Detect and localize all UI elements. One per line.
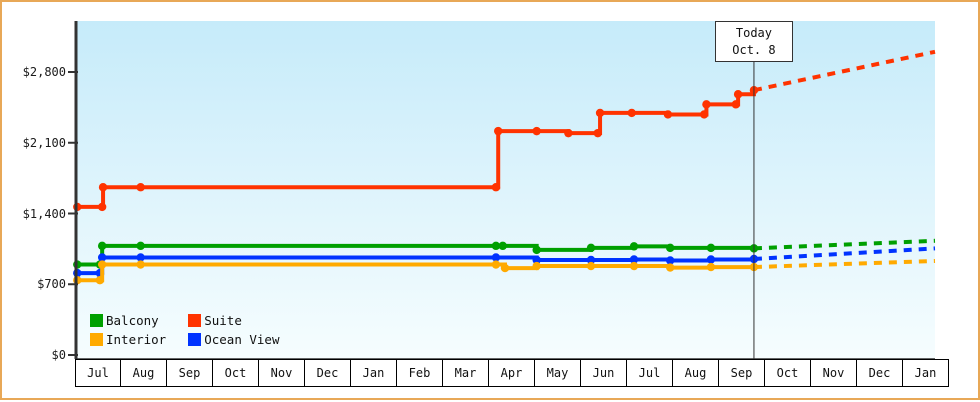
data-point[interactable] (136, 253, 145, 262)
legend-item-suite[interactable]: Suite (188, 312, 279, 328)
series-interior (73, 259, 936, 285)
today-callout-line2: Oct. 8 (732, 42, 776, 57)
series-layer (73, 49, 936, 285)
plot-background (75, 21, 935, 359)
data-point[interactable] (532, 261, 541, 271)
data-point[interactable] (731, 100, 741, 109)
y-tick-label: $2,100 (22, 135, 66, 150)
x-axis-month-cell[interactable]: Jun (581, 359, 627, 387)
data-point[interactable] (532, 245, 541, 255)
x-axis-month-cell[interactable]: Jul (627, 359, 673, 387)
forecast-line (753, 49, 936, 93)
x-axis-month-cell[interactable]: Jan (903, 359, 949, 387)
x-axis-month-cell[interactable]: Dec (305, 359, 351, 387)
x-axis-months: Jul Aug Sep Oct Nov Dec Jan Feb Mar Apr May Jun Jul A… (75, 359, 949, 387)
data-point[interactable] (706, 255, 716, 264)
data-point[interactable] (666, 263, 675, 272)
data-point[interactable] (629, 255, 639, 264)
x-axis-month-cell[interactable]: Jul (75, 359, 121, 387)
today-callout-line1: Today (735, 25, 772, 40)
data-point[interactable] (97, 260, 107, 269)
data-point[interactable] (595, 108, 605, 118)
x-axis-month-cell[interactable]: Aug (673, 359, 719, 387)
data-point[interactable] (98, 183, 108, 192)
data-point[interactable] (586, 255, 596, 265)
data-point[interactable] (97, 202, 107, 212)
x-axis-month-cell[interactable]: Aug (121, 359, 167, 387)
forecast-line (753, 259, 936, 270)
data-point[interactable] (494, 126, 503, 136)
data-point[interactable] (663, 110, 673, 119)
y-tick-marks (68, 71, 78, 356)
data-point[interactable] (136, 241, 145, 251)
data-point[interactable] (500, 263, 510, 273)
x-axis-month-cell[interactable]: Oct (765, 359, 811, 387)
data-point[interactable] (706, 243, 716, 253)
legend-swatch-ocean-view (188, 332, 202, 346)
data-point[interactable] (564, 128, 573, 138)
x-axis-month-cell[interactable]: Nov (259, 359, 305, 387)
x-axis-month-cell[interactable]: Nov (811, 359, 857, 387)
data-point[interactable] (491, 183, 501, 192)
x-axis-month-cell[interactable]: Feb (397, 359, 443, 387)
chart-legend: Balcony Suite Interior Ocean View (90, 312, 279, 347)
legend-swatch-balcony (90, 313, 103, 327)
legend-swatch-interior (90, 332, 103, 346)
data-point[interactable] (702, 100, 711, 109)
data-point[interactable] (629, 261, 639, 271)
data-point[interactable] (586, 261, 596, 271)
series-balcony (73, 238, 936, 269)
data-point[interactable] (706, 262, 716, 272)
data-point[interactable] (97, 253, 107, 262)
data-point[interactable] (136, 260, 145, 269)
y-axis-labels: $0 $700 $1,400 $2,100 $2,800 (2, 2, 66, 402)
x-axis-month-cell[interactable]: Mar (443, 359, 489, 387)
legend-label-interior: Interior (106, 331, 167, 347)
data-point[interactable] (586, 243, 596, 253)
data-point[interactable] (491, 260, 501, 269)
x-axis-month-cell[interactable]: May (535, 359, 581, 387)
data-point[interactable] (532, 126, 541, 136)
data-point[interactable] (666, 243, 675, 253)
data-point[interactable] (733, 90, 743, 99)
legend-item-balcony[interactable]: Balcony (90, 312, 166, 328)
x-axis-month-cell[interactable]: Jan (351, 359, 397, 387)
data-point[interactable] (593, 128, 602, 138)
data-point[interactable] (136, 183, 145, 192)
legend-label-balcony: Balcony (106, 312, 159, 328)
y-tick-label: $0 (51, 348, 66, 362)
data-point[interactable] (491, 241, 501, 251)
y-tick-label: $1,400 (22, 206, 66, 221)
data-point[interactable] (498, 241, 507, 251)
forecast-line (753, 246, 936, 261)
y-tick-label: $700 (37, 277, 66, 292)
legend-item-ocean-view[interactable]: Ocean View (188, 331, 279, 347)
data-point[interactable] (699, 110, 709, 119)
data-point[interactable] (97, 241, 107, 251)
x-axis-month-cell[interactable]: Sep (167, 359, 213, 387)
data-point[interactable] (629, 242, 639, 251)
x-axis-month-cell[interactable]: Dec (857, 359, 903, 387)
forecast-line (753, 238, 936, 251)
legend-label-suite: Suite (204, 312, 242, 328)
x-axis-month-cell[interactable]: Oct (213, 359, 259, 387)
legend-item-interior[interactable]: Interior (90, 331, 166, 347)
today-callout: Today Oct. 8 (714, 21, 793, 62)
legend-swatch-suite (188, 313, 202, 327)
x-axis-month-cell[interactable]: Apr (489, 359, 535, 387)
y-tick-label: $2,800 (22, 65, 66, 79)
data-point[interactable] (627, 108, 636, 118)
x-axis-month-cell[interactable]: Sep (719, 359, 765, 387)
data-point[interactable] (666, 256, 675, 265)
data-point[interactable] (95, 276, 105, 285)
data-point[interactable] (532, 255, 541, 265)
legend-label-ocean-view: Ocean View (204, 331, 280, 347)
data-point[interactable] (491, 253, 501, 262)
